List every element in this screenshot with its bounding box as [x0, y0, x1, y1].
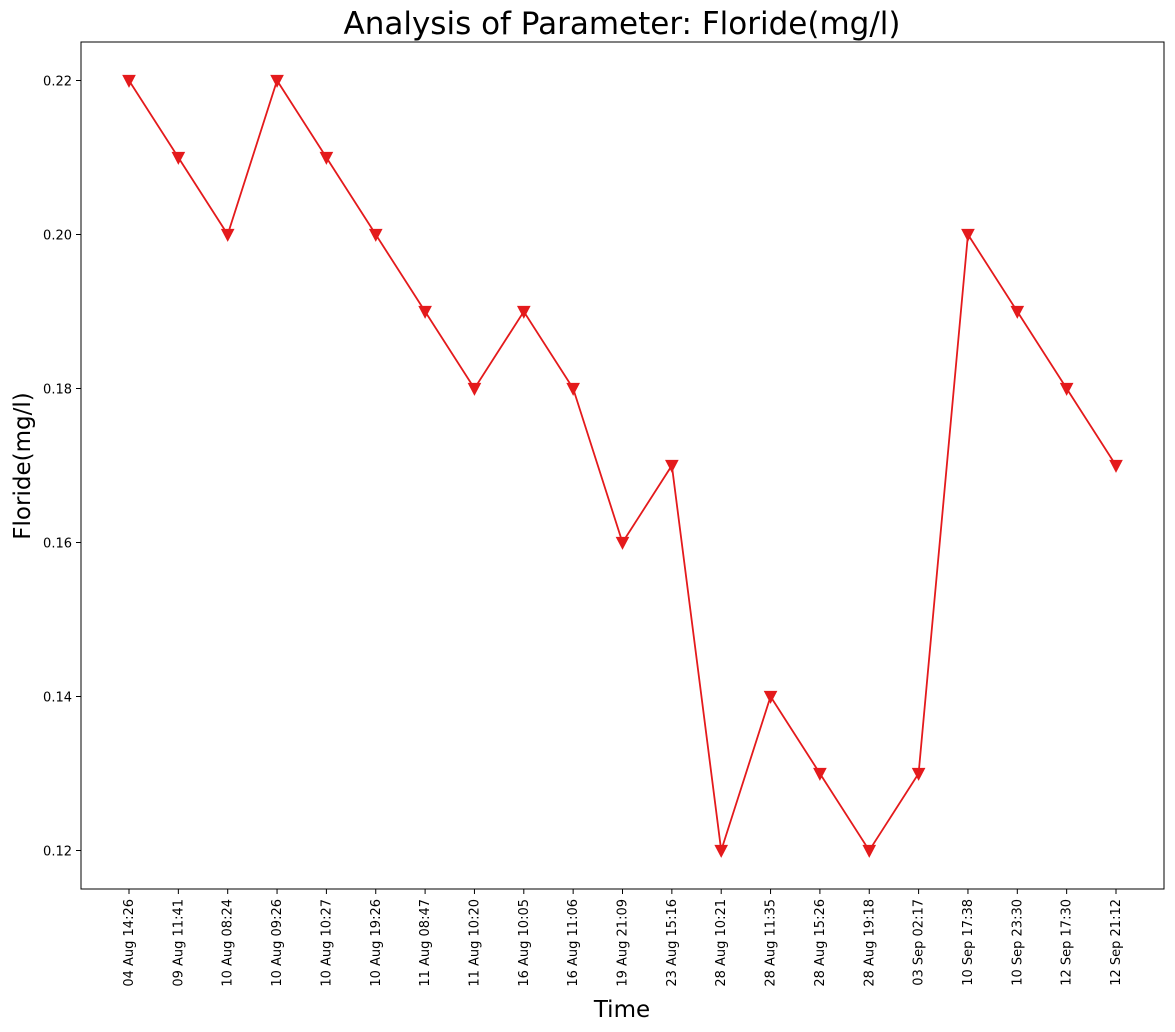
y-tick-label: 0.16	[43, 537, 72, 552]
y-axis-title: Floride(mg/l)	[10, 392, 36, 539]
x-tick-label: 10 Aug 09:26	[270, 899, 285, 987]
x-tick-label: 10 Aug 10:27	[319, 899, 334, 987]
x-tick-label: 23 Aug 15:16	[665, 899, 680, 987]
y-tick-label: 0.14	[43, 691, 72, 706]
data-point-marker	[516, 305, 531, 319]
x-tick-label: 11 Aug 10:20	[467, 899, 482, 987]
data-point-marker	[171, 151, 186, 165]
x-tick-label: 28 Aug 19:18	[862, 899, 877, 987]
series-markers	[122, 74, 1123, 858]
data-point-marker	[122, 74, 136, 88]
plot-area-frame	[80, 41, 1165, 890]
data-point-marker	[220, 228, 235, 242]
data-point-marker	[1010, 305, 1025, 319]
y-tick-label: 0.12	[43, 845, 72, 860]
data-point-marker	[763, 690, 778, 704]
data-point-marker	[862, 844, 877, 858]
y-tick-label: 0.22	[43, 75, 72, 90]
x-tick-label: 19 Aug 21:09	[616, 899, 631, 987]
x-tick-label: 10 Sep 17:38	[961, 899, 976, 986]
data-point-marker	[418, 305, 432, 319]
x-tick-label: 11 Aug 08:47	[418, 899, 433, 987]
data-point-marker	[615, 536, 630, 550]
data-point-marker	[961, 228, 975, 242]
x-tick-label: 10 Aug 19:26	[369, 899, 384, 987]
data-point-marker	[319, 151, 334, 165]
y-tick-label: 0.18	[43, 383, 72, 398]
data-point-marker	[1059, 382, 1074, 396]
x-tick-label: 16 Aug 10:05	[517, 899, 532, 987]
x-axis: 04 Aug 14:26 09 Aug 11:41 10 Aug 08:24 10 A…	[122, 889, 1124, 987]
data-point-marker	[665, 459, 679, 473]
data-point-marker	[368, 228, 383, 242]
x-tick-label: 09 Aug 11:41	[171, 899, 186, 987]
data-point-marker	[911, 767, 926, 781]
x-tick-label: 10 Aug 08:24	[221, 899, 236, 987]
series-line	[128, 78, 1117, 853]
chart-title: Analysis of Parameter: Floride(mg/l)	[344, 6, 901, 42]
y-axis: 0.12 0.14 0.16 0.18 0.20 0.22	[43, 75, 81, 860]
x-tick-label: 03 Sep 02:17	[912, 899, 927, 986]
x-tick-label: 12 Sep 17:30	[1060, 899, 1075, 986]
data-point-marker	[813, 767, 827, 781]
data-point-marker	[714, 844, 729, 858]
data-point-marker	[467, 382, 482, 396]
x-tick-label: 12 Sep 21:12	[1109, 899, 1124, 986]
y-tick-label: 0.20	[43, 229, 72, 244]
x-tick-label: 28 Aug 11:35	[764, 899, 779, 987]
x-tick-label: 10 Sep 23:30	[1010, 899, 1025, 986]
data-point-marker	[270, 74, 284, 88]
data-point-marker	[566, 382, 580, 396]
x-axis-title: Time	[593, 997, 650, 1023]
x-tick-label: 04 Aug 14:26	[122, 899, 137, 987]
x-tick-label: 28 Aug 10:21	[714, 899, 729, 987]
x-tick-label: 28 Aug 15:26	[813, 899, 828, 987]
x-tick-label: 16 Aug 11:06	[566, 899, 581, 987]
data-point-marker	[1109, 459, 1123, 473]
